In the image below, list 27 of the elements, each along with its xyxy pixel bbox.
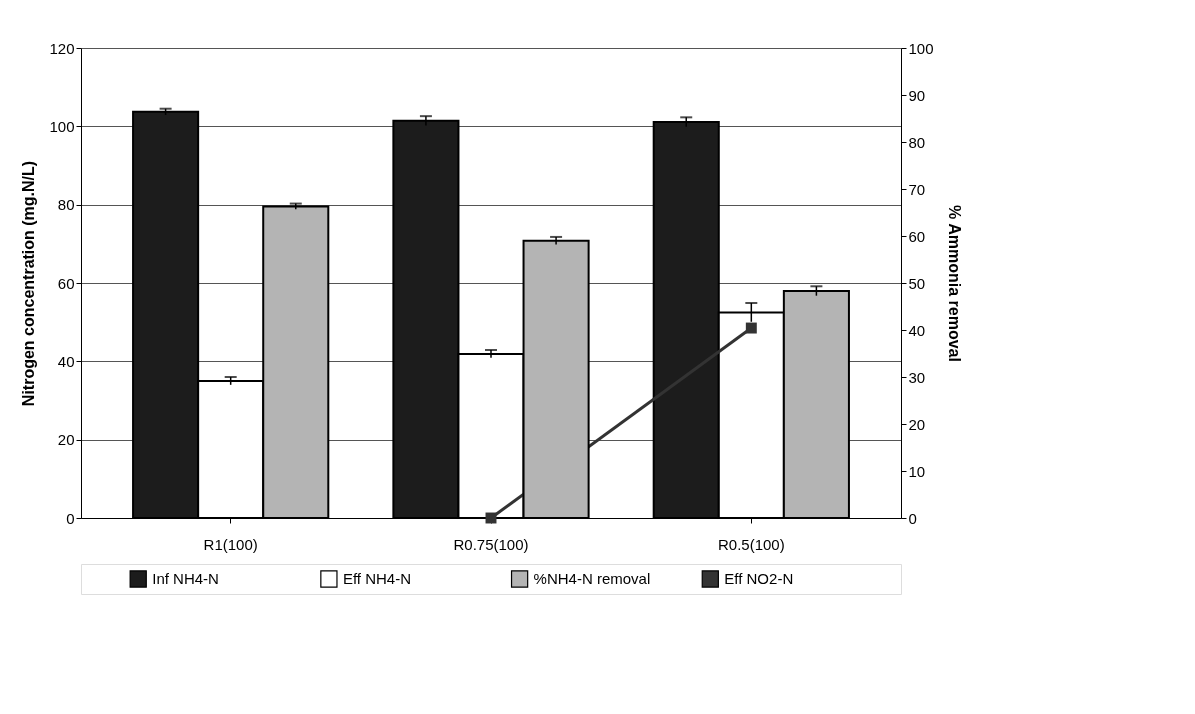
y2-tick-label: 80 bbox=[908, 133, 926, 151]
y-tick-label: 20 bbox=[57, 431, 75, 449]
y-axis-title: Nitrogen concentration (mg.N/L) bbox=[20, 160, 38, 407]
x-tick-label: R0.5(100) bbox=[717, 535, 785, 553]
y2-tick-label: 0 bbox=[908, 509, 917, 527]
legend-label: %NH4-N removal bbox=[533, 570, 651, 587]
y-tick-label: 120 bbox=[49, 39, 75, 57]
x-tick-label: R0.75(100) bbox=[453, 535, 529, 553]
legend-label: Inf NH4-N bbox=[152, 570, 219, 587]
legend-label: Eff NH4-N bbox=[342, 570, 411, 587]
y-tick-label: 100 bbox=[49, 117, 75, 135]
legend-label: Eff NO2-N bbox=[724, 570, 794, 587]
y2-tick-label: 60 bbox=[908, 227, 926, 245]
y2-tick-label: 10 bbox=[908, 462, 926, 480]
x-tick-label: R1(100) bbox=[203, 535, 258, 553]
y-tick-label: 80 bbox=[57, 196, 75, 214]
y2-tick-label: 100 bbox=[908, 39, 934, 57]
y-tick-label: 60 bbox=[57, 274, 75, 292]
y2-tick-label: 40 bbox=[908, 321, 926, 339]
y-tick-label: 0 bbox=[66, 509, 75, 527]
y2-tick-label: 50 bbox=[908, 274, 926, 292]
y2-tick-label: 20 bbox=[908, 415, 926, 433]
y2-axis-title: % Ammonia removal bbox=[945, 205, 963, 362]
y2-tick-label: 90 bbox=[908, 86, 926, 104]
y-tick-label: 40 bbox=[57, 352, 75, 370]
y2-tick-label: 30 bbox=[908, 368, 926, 386]
y2-tick-label: 70 bbox=[908, 180, 926, 198]
